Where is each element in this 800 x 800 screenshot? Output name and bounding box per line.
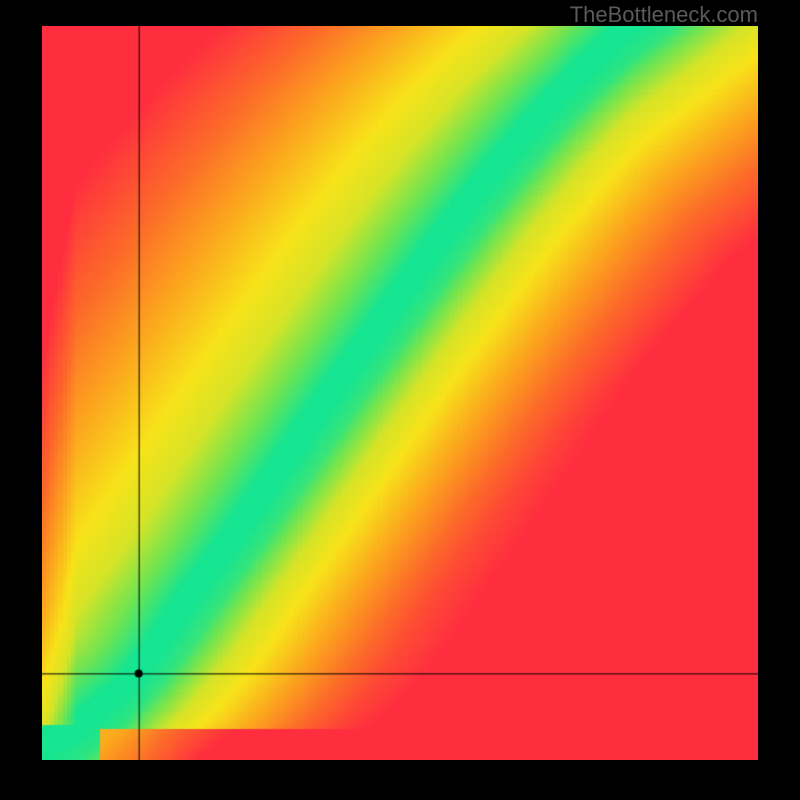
watermark-text: TheBottleneck.com: [570, 2, 758, 28]
chart-container: TheBottleneck.com: [0, 0, 800, 800]
bottleneck-heatmap: [42, 26, 758, 760]
